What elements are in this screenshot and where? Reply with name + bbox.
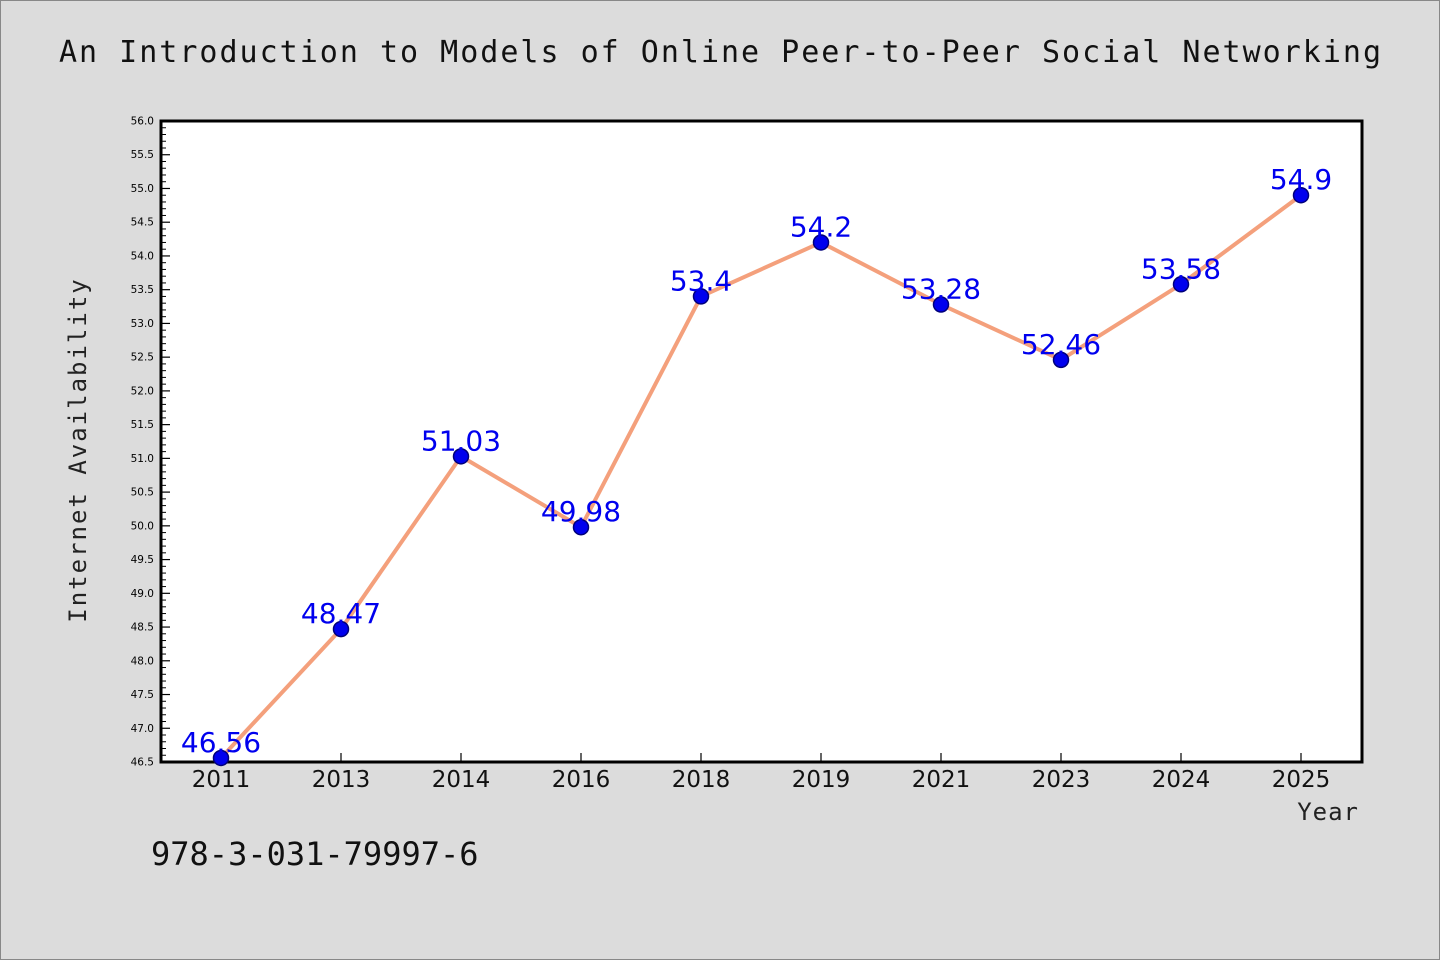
data-label: 54.9: [1270, 163, 1332, 196]
data-label: 53.4: [670, 264, 732, 297]
x-tick-label: 2023: [1032, 767, 1091, 793]
data-label: 53.58: [1141, 252, 1221, 285]
y-tick-label: 54.5: [131, 217, 154, 229]
isbn-footer: 978-3-031-79997-6: [151, 835, 479, 873]
y-tick-label: 48.0: [131, 655, 154, 667]
y-tick-label: 49.0: [131, 588, 154, 600]
y-axis-label: Internet Availability: [64, 277, 92, 623]
x-tick-label: 2013: [312, 767, 371, 793]
y-tick-label: 49.5: [131, 554, 154, 566]
data-label: 49.98: [541, 495, 621, 528]
y-tick-label: 56.0: [131, 116, 154, 128]
y-tick-label: 55.5: [131, 149, 154, 161]
y-tick-label: 50.5: [131, 487, 154, 499]
y-tick-label: 47.0: [131, 723, 154, 735]
x-axis-label: Year: [1297, 798, 1359, 826]
data-point-marker: [932, 296, 950, 313]
y-tick-label: 51.0: [131, 453, 154, 465]
y-tick-label: 47.5: [131, 689, 154, 701]
x-tick-label: 2011: [192, 767, 251, 793]
y-tick-label: 50.0: [131, 520, 154, 532]
x-tick-label: 2021: [912, 767, 971, 793]
data-label: 48.47: [301, 597, 381, 630]
data-label: 54.2: [790, 210, 852, 243]
y-tick-label: 52.0: [131, 385, 154, 397]
y-tick-label: 51.5: [131, 419, 154, 431]
series-group: [212, 186, 1310, 767]
data-label: 52.46: [1021, 328, 1101, 361]
data-label: 46.56: [181, 726, 261, 759]
x-axis-ticks: 2011 2013 2014 2016 2018 2019 2021 2023 2024 2025: [192, 753, 1331, 793]
y-tick-label: 54.0: [131, 250, 154, 262]
x-tick-label: 2016: [552, 767, 611, 793]
data-labels-group: 46.56 48.47 51.03 49.98 53.4 54.2 53.28 52.46 53…: [181, 163, 1332, 759]
data-point-marker: [1172, 276, 1190, 293]
y-tick-label: 53.5: [131, 284, 154, 296]
data-point-marker: [212, 749, 230, 767]
data-label: 51.03: [421, 424, 501, 457]
chart-title: An Introduction to Models of Online Peer…: [58, 35, 1384, 70]
y-tick-label: 48.5: [131, 622, 154, 634]
plot-area: [159, 119, 1364, 764]
x-tick-label: 2018: [672, 767, 731, 793]
data-point-marker: [1052, 351, 1070, 369]
data-label: 53.28: [901, 273, 981, 306]
y-axis-ticks: 46.5 47.0 47.5 48.0 48.5 49.0 49.5 50.0 50.5 51.0…: [131, 116, 170, 769]
x-tick-label: 2014: [432, 767, 491, 793]
data-point-marker: [332, 620, 350, 638]
data-point-marker: [692, 288, 710, 305]
series-line: [219, 193, 1303, 760]
x-tick-label: 2019: [792, 767, 851, 793]
data-point-marker: [812, 234, 830, 251]
y-tick-label: 53.0: [131, 318, 154, 330]
x-tick-label: 2025: [1272, 767, 1331, 793]
data-point-marker: [572, 518, 590, 536]
data-point-marker: [1292, 186, 1310, 204]
y-tick-label: 55.0: [131, 183, 154, 195]
y-tick-label: 52.5: [131, 352, 154, 364]
y-tick-label: 46.5: [131, 757, 154, 769]
x-tick-label: 2024: [1152, 767, 1211, 793]
data-point-marker: [452, 448, 470, 465]
